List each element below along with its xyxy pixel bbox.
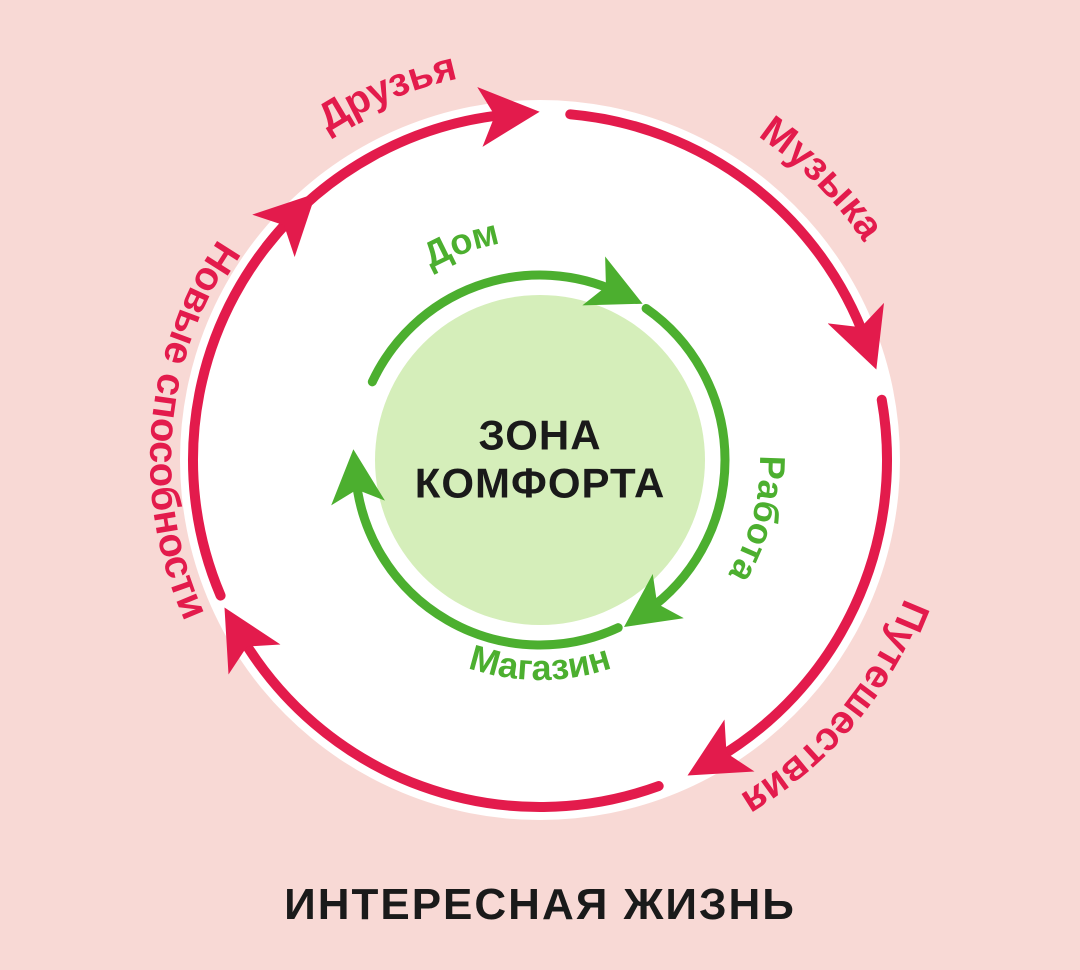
center-title: ЗОНА КОМФОРТА (415, 412, 666, 509)
infographic-canvas: ДомРаботаМагазинДрузьяМузыкаПутешествияН… (0, 0, 1080, 970)
bottom-title: ИНТЕРЕСНАЯ ЖИЗНЬ (284, 880, 796, 930)
center-title-line1: ЗОНА (415, 412, 666, 460)
center-title-line2: КОМФОРТА (415, 460, 666, 508)
